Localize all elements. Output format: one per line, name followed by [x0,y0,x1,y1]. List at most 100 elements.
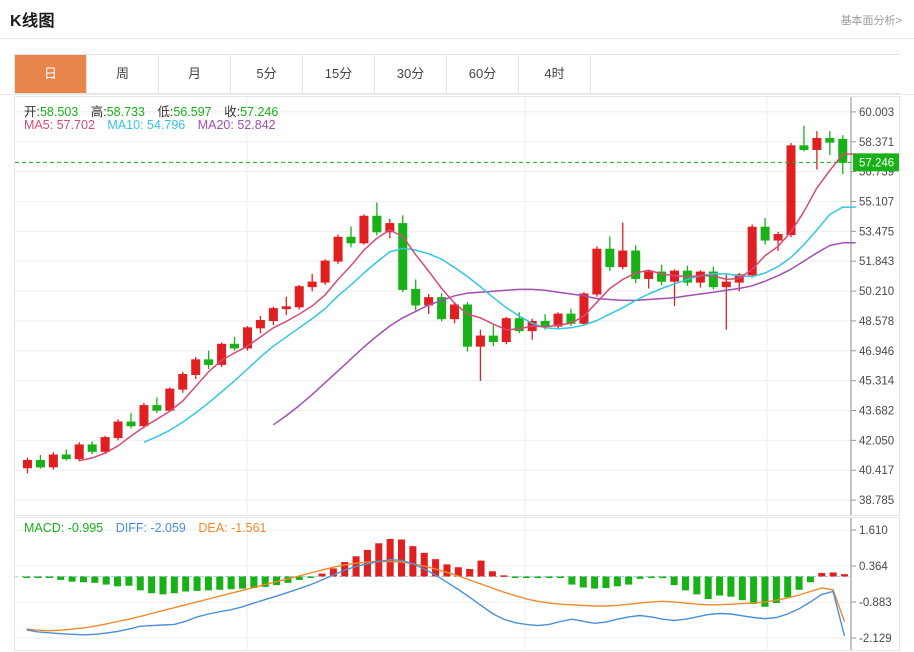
price-tag [853,153,899,172]
macd-histogram-bar [716,576,724,596]
candle-body [411,288,421,306]
macd-histogram-bar [295,576,303,580]
macd-line [26,558,846,637]
tab-interval-6[interactable]: 60分 [447,55,519,93]
ma5-label: MA5: [24,118,54,132]
low-label: 低: [157,105,174,119]
price-axis-label: 55.107 [859,196,894,208]
tab-interval-5[interactable]: 30分 [375,55,447,93]
macd-histogram-bar [500,575,508,577]
page-title: K线图 [10,13,56,30]
ma-line [143,206,856,443]
macd-histogram-bar [443,564,451,577]
macd-histogram-bar [840,574,849,577]
macd-histogram-bar [693,576,701,595]
macd-histogram-bar [591,576,599,589]
candle-body [139,405,149,427]
macd-histogram-bar [114,576,122,587]
macd-histogram-bar [420,552,428,577]
close-value: 57.246 [240,105,279,119]
macd-histogram-bar [784,576,792,598]
candle-body [592,248,602,295]
macd-histogram-bar [45,576,53,578]
page-header: K线图 基本面分析> [0,0,914,38]
candle-body [437,297,447,320]
header-divider [0,38,914,39]
macd-histogram-bar [136,576,144,591]
macd-histogram-bar [318,573,326,577]
macd-histogram-bar [727,576,735,597]
open-value: 58.503 [39,105,79,119]
candle-body [657,271,667,282]
price-axis-label: 43.682 [859,405,894,417]
candle-body [605,248,615,268]
fundamental-analysis-link[interactable]: 基本面分析> [840,15,902,27]
tab-interval-3[interactable]: 5分 [231,55,303,93]
macd-histogram-bar [488,571,496,577]
candle-body [48,454,58,468]
macd-histogram-bar [57,576,65,580]
tab-interval-4[interactable]: 15分 [303,55,375,93]
macd-histogram-bar [806,576,814,583]
candle-body [773,234,783,241]
price-axis-label: 58.371 [859,137,894,149]
macd-histogram-bar [534,576,542,578]
ohlc-legend: 开:58.503 高:58.733 低:56.597 收:57.246 [24,101,278,120]
candle-body [165,388,175,411]
candle-body [126,421,136,427]
macd-histogram-bar [795,576,803,590]
candle-body [799,145,809,150]
macd-histogram-bar [397,539,406,577]
macd-histogram-bar [329,568,337,577]
candle-body [242,327,252,349]
macd-histogram-bar [341,562,349,577]
price-axis-label: 46.946 [859,346,894,358]
macd-histogram-bar [750,576,758,604]
macd-histogram-bar [545,576,553,578]
candle-body [450,304,460,320]
dea-value: -1.561 [231,521,267,535]
close-label: 收: [224,105,241,119]
candle-body [475,335,485,347]
macd-axis-label: 0.364 [859,561,888,573]
macd-histogram-bar [238,576,247,589]
ma10-value: 54.796 [147,118,186,132]
price-axis-label: 51.843 [859,256,894,268]
candle-body [488,335,498,343]
macd-histogram-bar [772,576,780,604]
tab-day[interactable]: 日 [15,55,87,93]
macd-chart-pane[interactable]: 1.610 0.364 -0.883 -2.129 [14,517,900,651]
macd-histogram-bar [193,576,201,591]
macd-histogram-bar [647,576,655,578]
macd-histogram-bar [227,576,235,590]
candle-body [87,444,97,452]
macd-histogram-bar [579,576,587,588]
ma10-label: MA10: [107,118,144,132]
price-axis-label: 60.003 [859,107,894,119]
price-chart-pane[interactable]: 60.003 58.371 56.739 55.107 53.475 51.843 50.2… [14,96,900,516]
candle-body [553,313,563,327]
tab-interval-7[interactable]: 4时 [519,55,591,93]
candle-body [113,421,123,439]
candle-body [359,215,369,244]
price-axis-label: 45.314 [859,376,895,388]
macd-histogram-bar [23,576,31,578]
candle-body [786,145,796,236]
tab-month[interactable]: 月 [159,55,231,93]
macd-histogram-bar [148,576,156,594]
macd-histogram-bar [511,576,519,578]
candle-body [268,308,278,322]
macd-histogram-bar [102,576,110,585]
macd-axis-label: -0.883 [859,597,892,609]
tab-week[interactable]: 周 [87,55,159,93]
macd-histogram-bar [454,567,462,577]
macd-histogram-bar [261,576,269,587]
candle-body [372,215,382,233]
period-tabbar: 日周月 5分 15分 30分 60分 4时 [14,54,900,94]
candle-body [61,454,71,460]
macd-chart-svg: 1.610 0.364 -0.883 -2.129 [15,518,892,650]
price-axis-label: 53.475 [859,226,894,238]
candle-body [631,250,641,279]
macd-histogram-bar [636,576,644,579]
